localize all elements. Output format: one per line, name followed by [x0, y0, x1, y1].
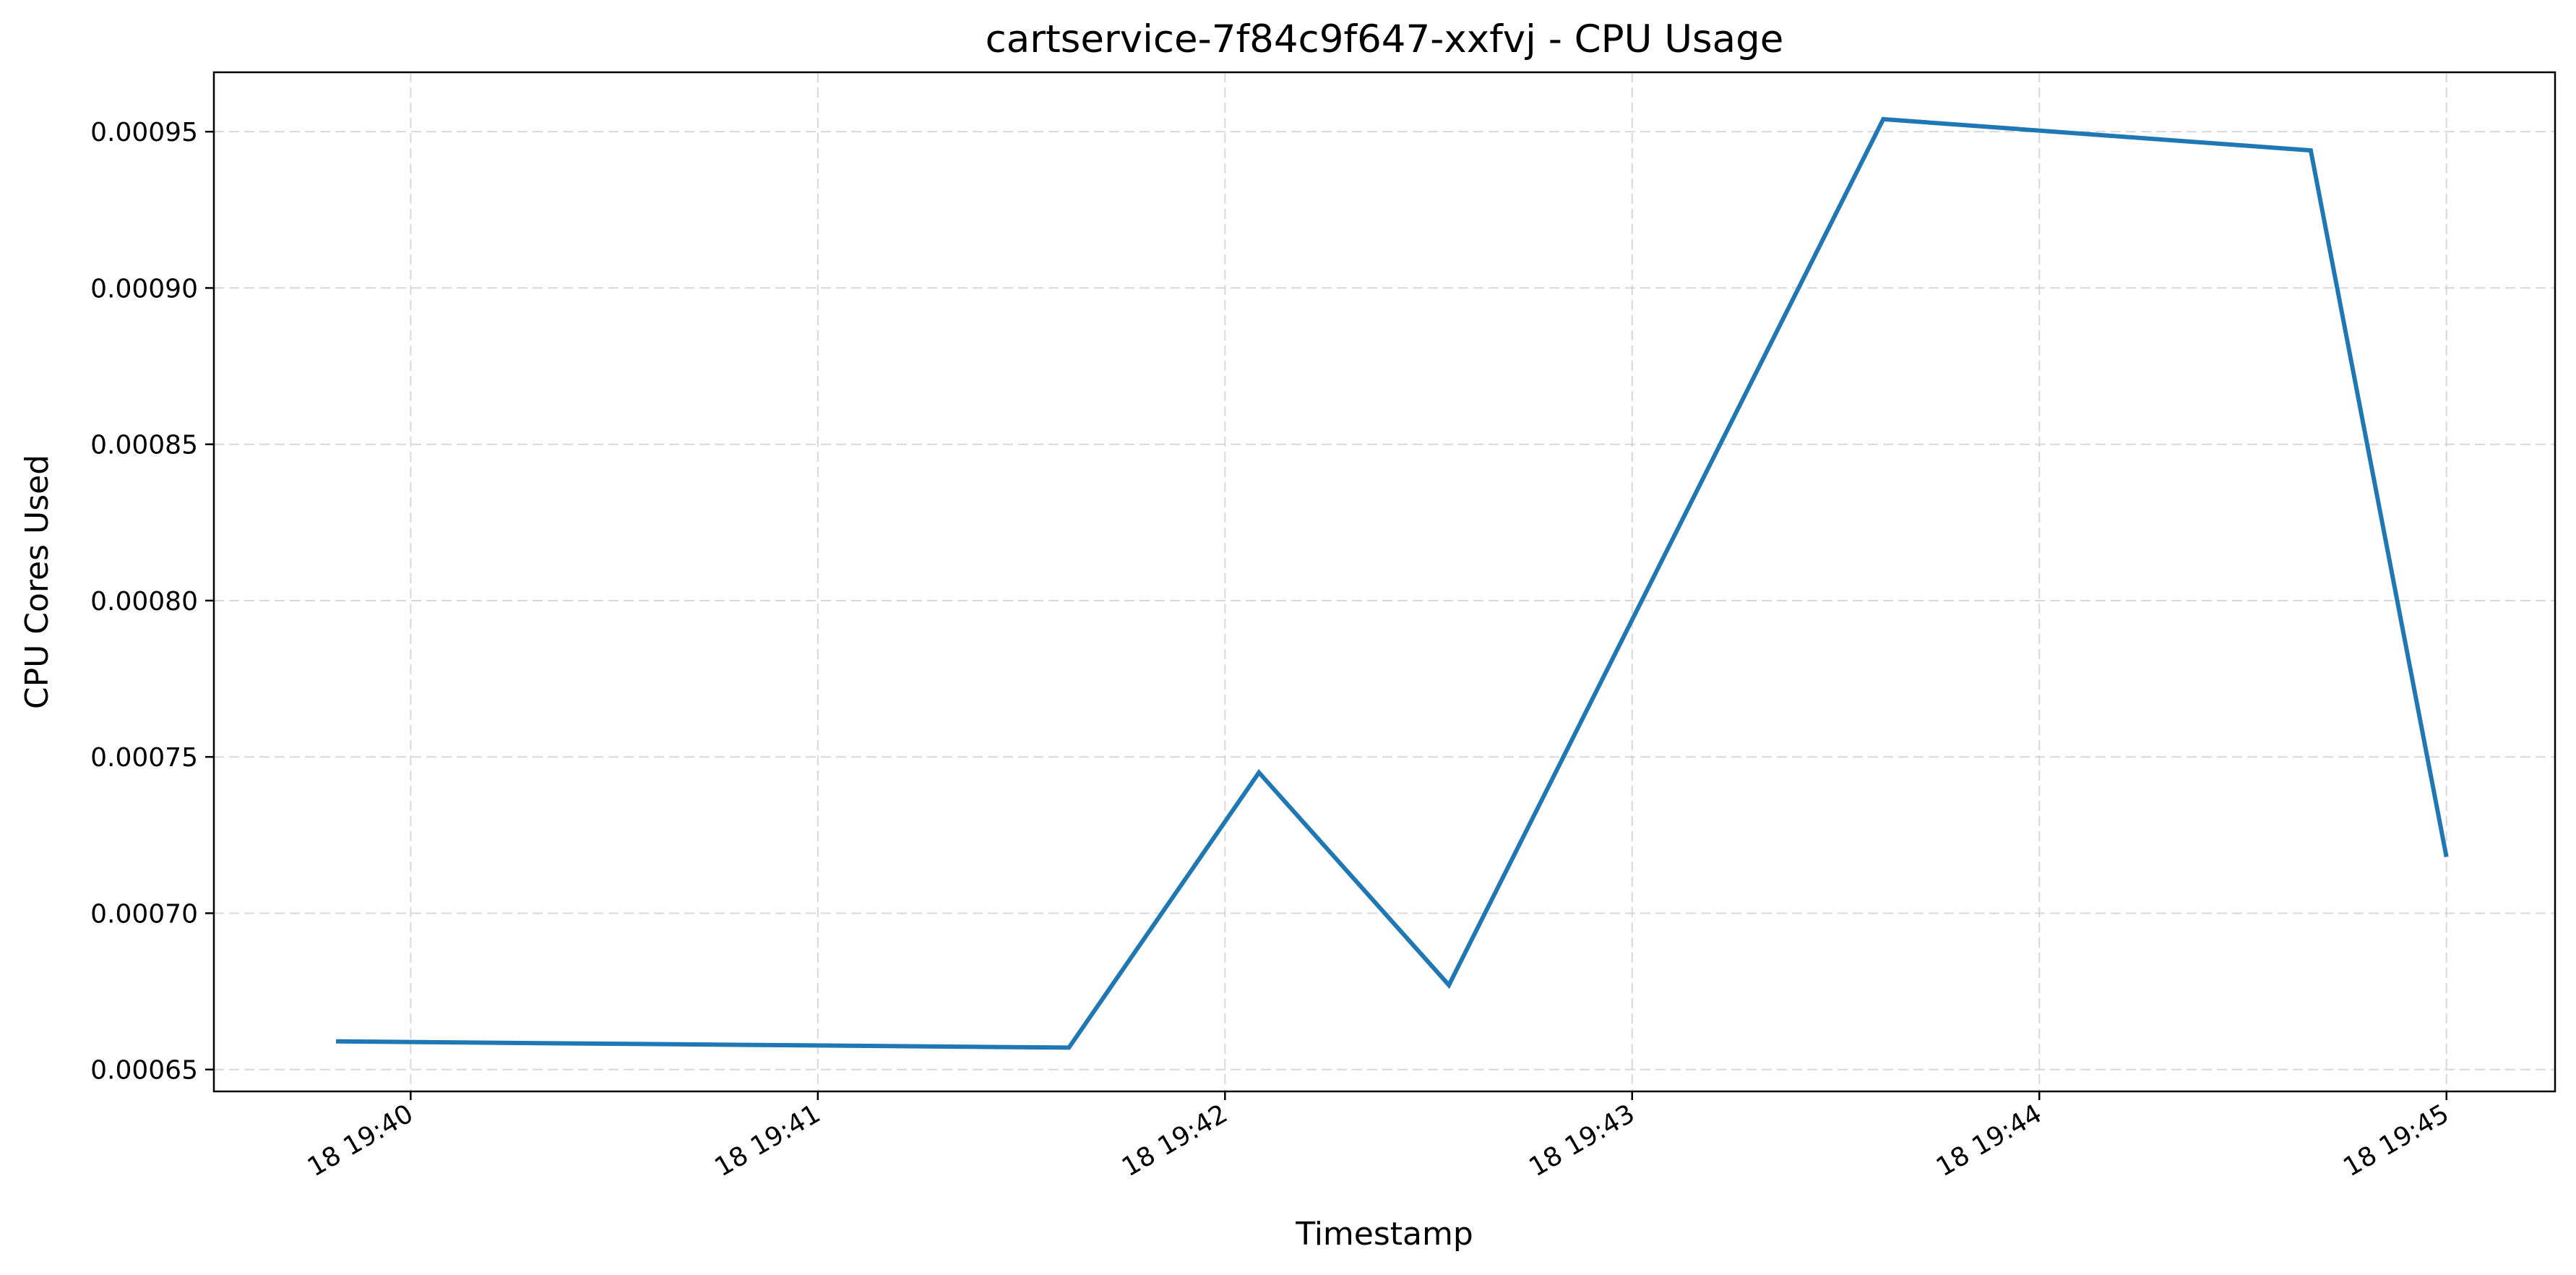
grid-lines [214, 72, 2555, 1091]
chart-title: cartservice-7f84c9f647-xxfvj - CPU Usage [986, 17, 1784, 61]
series-layer [335, 116, 2449, 1050]
series-line-cpu-usage [335, 116, 2449, 1050]
y-tick-label: 0.00070 [90, 899, 198, 929]
y-tick-label: 0.00085 [90, 431, 198, 460]
y-tick-label: 0.00075 [90, 743, 198, 773]
x-axis-label: Timestamp [1295, 1216, 1473, 1253]
y-tick-label: 0.00095 [90, 118, 198, 147]
plot-frame [212, 71, 2556, 1093]
y-tick-label: 0.00065 [90, 1056, 198, 1086]
y-axis-label: CPU Cores Used [19, 455, 56, 709]
y-tick-label: 0.00090 [90, 274, 198, 304]
y-tick-label: 0.00080 [90, 587, 198, 617]
